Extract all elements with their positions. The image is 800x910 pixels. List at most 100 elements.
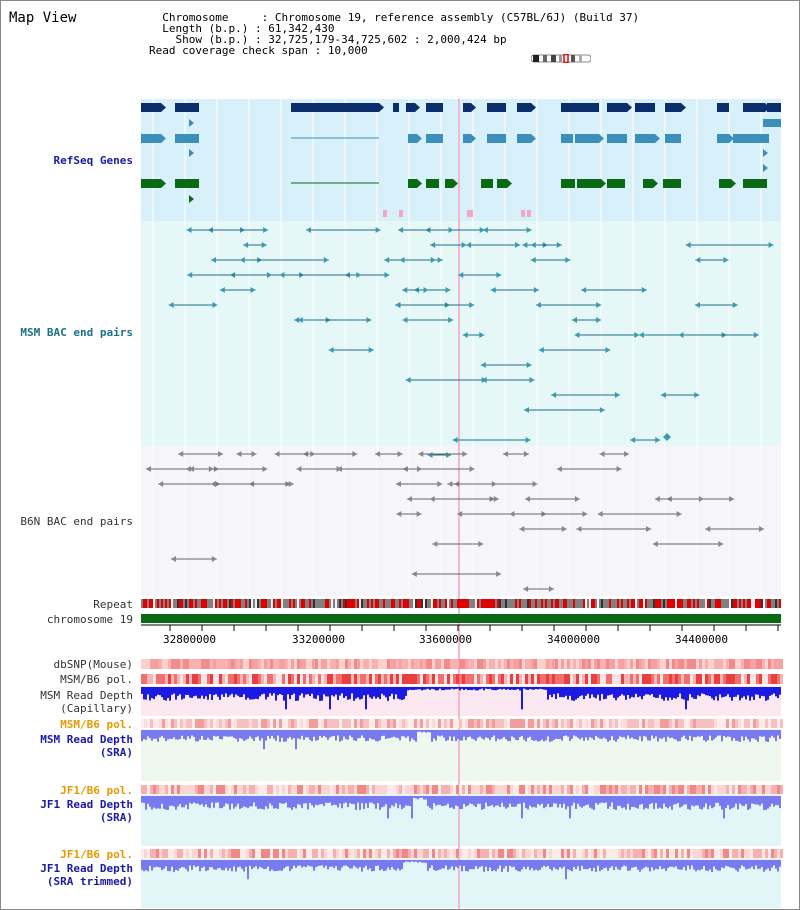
msm-depth-cap-bar: [417, 687, 419, 690]
jf1-depth-bar: [589, 796, 591, 808]
msm-depth-sra-bar: [773, 730, 775, 738]
jf1-b6-pol-trim-heat: [663, 849, 666, 858]
msm-depth-sra-bar: [427, 730, 429, 733]
msm-depth-sra-bar: [695, 730, 697, 738]
repeat-segment: [547, 599, 549, 608]
bac-end-marker: [694, 392, 700, 398]
msm-depth-sra-bar: [775, 730, 777, 742]
jf1-depth-trim-bar: [563, 860, 565, 867]
dbsnp-heat: [636, 659, 639, 669]
jf1-depth-trim-bar: [475, 860, 477, 867]
dbsnp-heat: [210, 659, 213, 669]
msm-depth-cap-bar: [243, 687, 245, 695]
msm-depth-cap-bar: [579, 687, 581, 697]
msm-depth-cap-bar: [665, 687, 667, 698]
jf1-depth-bar: [365, 796, 367, 804]
msm-depth-cap-bar: [703, 687, 705, 695]
msm-depth-sra-bar: [693, 730, 695, 738]
b6n-end-marker: [432, 541, 438, 547]
jf1-depth-trim-bar: [449, 860, 451, 869]
msm-depth-cap-bar: [737, 687, 739, 695]
jf1-b6-pol-heat: [744, 785, 747, 794]
msm-b6-pol-heat: [165, 674, 168, 684]
msm-depth-sra-bar: [717, 730, 719, 736]
jf1-b6-pol-trim-heat: [567, 849, 570, 858]
jf1-depth-trim-bar: [259, 860, 261, 867]
repeat-segment: [581, 599, 583, 608]
msm-depth-sra-bar: [195, 730, 197, 742]
repeat-segment: [415, 599, 417, 608]
jf1-depth-trim-bar: [235, 860, 237, 872]
msm-depth-cap-bar: [755, 687, 757, 695]
jf1-b6-pol-trim-heat: [375, 849, 378, 858]
msm-depth-sra-bar: [663, 730, 665, 738]
msm-depth-cap-bar: [475, 687, 477, 691]
repeat-segment: [329, 599, 331, 608]
jf1-depth-trim-bar: [625, 860, 627, 867]
jf1-depth-trim-bar: [403, 860, 405, 863]
msm-b6-pol-sra-heat: [774, 719, 777, 728]
gene-exon: [291, 103, 379, 112]
repeat-segment: [373, 599, 375, 608]
jf1-depth-trim-bar: [285, 860, 287, 867]
jf1-depth-trim-bar: [531, 860, 533, 869]
jf1-depth-bar: [375, 796, 377, 809]
jf1-depth-trim-bar: [229, 860, 231, 869]
jf1-b6-pol-heat: [324, 785, 327, 794]
msm-b6-pol-heat: [462, 674, 465, 684]
b6n-end-marker: [218, 451, 224, 457]
jf1-depth-bar: [213, 796, 215, 808]
jf1-b6-pol-trim-heat: [732, 849, 735, 858]
b6n-end-marker: [457, 511, 463, 517]
repeat-segment: [517, 599, 519, 608]
msm-depth-cap-bar: [673, 687, 675, 698]
dbsnp-heat: [735, 659, 738, 669]
jf1-b6-pol-heat: [180, 785, 183, 794]
jf1-b6-pol-heat: [699, 785, 702, 794]
jf1-b6-pol-heat: [252, 785, 255, 794]
jf1-depth-trim-bar: [693, 860, 695, 870]
jf1-depth-trim-bar: [501, 860, 503, 872]
bac-end-marker: [496, 272, 502, 278]
dbsnp-heat: [252, 659, 255, 669]
gene-exon: [607, 134, 627, 143]
jf1-depth-bar: [219, 796, 221, 809]
jf1-depth-bar: [359, 796, 361, 810]
jf1-depth-trim-bar: [153, 860, 155, 868]
msm-depth-sra-bar: [723, 730, 725, 736]
jf1-b6-pol-trim-heat: [312, 849, 315, 858]
msm-depth-sra-bar: [559, 730, 561, 739]
repeat-segment: [651, 599, 653, 608]
msm-b6-pol-heat: [579, 674, 582, 684]
msm-depth-cap-bar: [409, 687, 411, 690]
jf1-b6-pol-heat: [240, 785, 243, 794]
dbsnp-heat: [627, 659, 630, 669]
jf1-depth-trim-bar: [357, 860, 359, 869]
jf1-b6-pol-heat: [600, 785, 603, 794]
jf1-depth-trim-bar: [659, 860, 661, 867]
msm-b6-pol-sra-heat: [195, 719, 198, 728]
bac-end-marker: [211, 257, 217, 263]
jf1-depth-trim-bar: [753, 860, 755, 870]
msm-b6-pol-sra-heat: [246, 719, 249, 728]
msm-depth-sra-bar: [225, 730, 227, 737]
jf1-depth-bar: [377, 796, 379, 803]
jf1-depth-trim-bar: [267, 860, 269, 867]
msm-depth-cap-bar: [499, 687, 501, 689]
jf1-depth-bar: [295, 796, 297, 809]
repeat-segment: [535, 599, 537, 608]
jf1-b6-pol-heat: [690, 785, 693, 794]
repeat-segment: [687, 599, 689, 608]
jf1-b6-pol-trim-heat: [735, 849, 738, 858]
jf1-depth-bar: [289, 796, 291, 808]
jf1-depth-bar: [293, 796, 295, 808]
bac-end-marker: [366, 317, 372, 323]
repeat-segment: [289, 599, 291, 608]
dbsnp-heat: [279, 659, 282, 669]
dbsnp-heat: [348, 659, 351, 669]
msm-b6-pol-sra-heat: [720, 719, 723, 728]
chromosome-ideogram[interactable]: [531, 54, 591, 63]
jf1-depth-bar: [407, 796, 409, 806]
jf1-depth-bar: [379, 796, 381, 810]
